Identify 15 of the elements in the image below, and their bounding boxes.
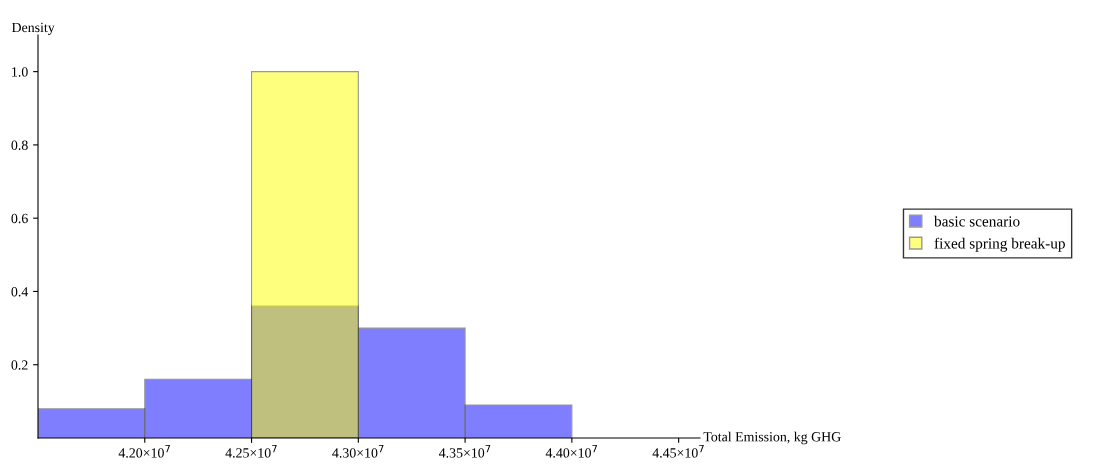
legend-label: basic scenario [934,215,1020,227]
y-tick-label: 0.4 [11,287,29,297]
y-tick-label: 1.0 [12,67,28,77]
x-tick-label: 4.25×10$^{7}$ [225,445,277,458]
x-tick-label: 4.30×10$^{7}$ [332,445,384,458]
x-tick-label: 4.35×10$^{7}$ [438,445,491,458]
x-tick-label: 4.40×10$^{7}$ [545,445,597,458]
y-tick-label: 0.2 [11,360,28,370]
y-tick-label: 0.6 [11,213,28,224]
legend-label: fixed spring break-up [934,237,1065,252]
y-tick-label: 0.8 [11,140,28,150]
x-axis-title: Total Emission, kg GHG [703,431,841,445]
x-tick-label: 4.20×10$^{7}$ [118,445,170,458]
x-tick-label: 4.45×10$^{7}$ [652,445,704,458]
y-axis-title: Density [11,22,55,35]
